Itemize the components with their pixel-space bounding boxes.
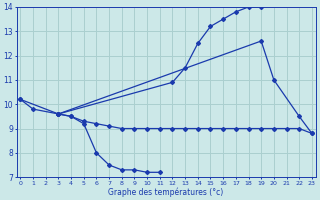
X-axis label: Graphe des températures (°c): Graphe des températures (°c) [108, 187, 224, 197]
